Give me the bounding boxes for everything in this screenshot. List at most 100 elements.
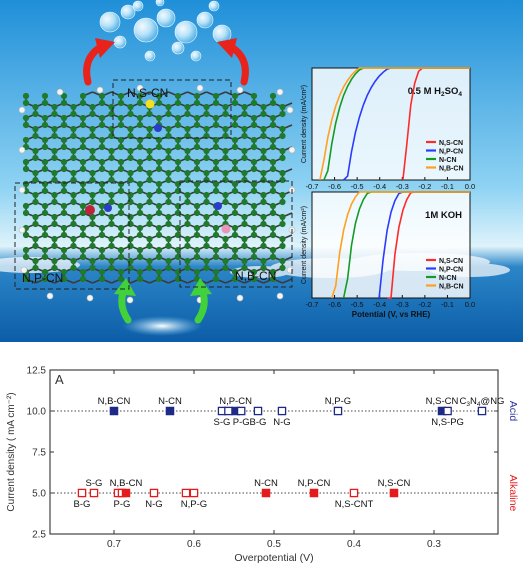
carbon-atom: [22, 202, 30, 210]
carbon-atom: [250, 268, 258, 276]
carbon-atom: [250, 246, 258, 254]
carbon-atom: [22, 158, 30, 166]
carbon-atom: [250, 187, 258, 195]
carbon-atom: [212, 268, 220, 276]
carbon-atom: [22, 209, 30, 217]
carbon-atom: [269, 275, 277, 283]
carbon-atom: [260, 235, 267, 243]
carbon-atom: [279, 242, 286, 250]
carbon-atom: [32, 264, 39, 272]
carbon-atom: [79, 187, 87, 195]
data-point: [253, 406, 263, 416]
carbon-atom: [193, 99, 201, 107]
carbon-atom: [51, 154, 58, 162]
carbon-atom: [89, 147, 96, 155]
carbon-atom: [117, 158, 125, 166]
point-label: B-G: [250, 417, 267, 428]
carbon-atom: [79, 209, 87, 217]
point-label: N,S-CN: [378, 478, 411, 489]
data-point: [77, 488, 87, 498]
data-point: [224, 406, 233, 416]
carbon-atom: [212, 99, 220, 107]
carbon-atom: [51, 235, 58, 243]
carbon-atom: [269, 253, 277, 261]
carbon-atom: [260, 176, 267, 184]
carbon-atom: [136, 253, 144, 261]
carbon-atom: [108, 198, 115, 206]
carbon-atom: [60, 143, 68, 151]
carbon-atom: [22, 114, 30, 122]
carbon-atom: [98, 158, 106, 166]
data-point: [109, 406, 119, 416]
carbon-atom: [250, 209, 258, 217]
carbon-atom: [250, 224, 258, 232]
overpotential-plot: 2.5 5.0 7.5 10.0 12.5 0.7 0.6 0.5 0.4 0.3 Overpote…: [6, 366, 519, 565]
illustration-panel: N,S-CN N,P-CN N,B-CN -0.7 -0.6 -0.5 -0.4 -0.…: [0, 0, 523, 342]
carbon-atom: [136, 165, 144, 173]
carbon-atom: [60, 187, 68, 195]
data-point: [349, 488, 359, 498]
carbon-atom: [165, 198, 172, 206]
acid-side-label: Acid: [507, 401, 519, 422]
ns-cn-dashed-box: [112, 79, 232, 139]
carbon-atom: [117, 114, 125, 122]
y-axis-label: Current density (mA/cm²): [301, 206, 308, 284]
point-label-part: 4: [477, 401, 481, 408]
carbon-atom: [79, 231, 87, 239]
phosphorus-atom: [85, 205, 95, 215]
carbon-atom: [222, 242, 229, 250]
carbon-atom: [222, 213, 229, 221]
data-point: [333, 406, 343, 416]
carbon-atom: [184, 213, 191, 221]
carbon-atom: [117, 187, 125, 195]
carbon-atom: [70, 154, 77, 162]
point-label-part: C: [460, 396, 467, 407]
data-point: [189, 488, 199, 498]
water-droplet: [190, 50, 202, 62]
x-tick-label: -0.5: [351, 182, 364, 191]
carbon-atom: [250, 231, 258, 239]
carbon-atom: [89, 154, 96, 162]
carbon-atom: [155, 224, 163, 232]
np-cn-dashed-box: [14, 182, 130, 290]
carbon-atom: [184, 198, 191, 206]
carbon-atom: [165, 154, 172, 162]
carbon-atom: [155, 187, 163, 195]
carbon-atom: [212, 121, 220, 129]
data-point: [121, 488, 131, 498]
carbon-atom: [79, 253, 87, 261]
carbon-atom: [193, 253, 201, 261]
hydrogen-atom: [18, 146, 26, 154]
carbon-atom: [222, 198, 229, 206]
carbon-atom: [98, 121, 106, 129]
carbon-atom: [108, 103, 115, 111]
carbon-atom: [241, 213, 248, 221]
acid-lsv-chart: -0.7 -0.6 -0.5 -0.4 -0.3 -0.2 -0.1 0.0 Current d…: [301, 67, 475, 191]
carbon-atom: [212, 253, 220, 261]
carbon-atom: [70, 169, 77, 177]
y-tick-label: 5.0: [32, 489, 46, 500]
carbon-atom: [70, 110, 77, 118]
nitrogen-atom: [154, 124, 162, 132]
carbon-atom: [51, 132, 58, 140]
y-axis-label: Current density (mA/cm²): [301, 85, 308, 163]
carbon-atom: [79, 99, 87, 107]
carbon-atom: [89, 198, 96, 206]
point-label-part: N: [470, 396, 477, 407]
carbon-atom: [241, 191, 248, 199]
hydrogen-atom: [18, 186, 26, 194]
carbon-atom: [117, 202, 125, 210]
point-label: C3N4@NG: [460, 396, 505, 408]
carbon-atom: [89, 125, 96, 133]
data-point: [309, 488, 319, 498]
carbon-atom: [117, 180, 125, 188]
carbon-atom: [51, 169, 58, 177]
carbon-atom: [260, 132, 267, 140]
carbon-atom: [41, 158, 49, 166]
carbon-atom: [165, 191, 172, 199]
carbon-atom: [117, 165, 125, 173]
carbon-atom: [60, 209, 68, 217]
x-tick-label: -0.6: [328, 300, 341, 309]
x-tick-label: 0.5: [267, 539, 281, 550]
carbon-atom: [250, 92, 258, 100]
